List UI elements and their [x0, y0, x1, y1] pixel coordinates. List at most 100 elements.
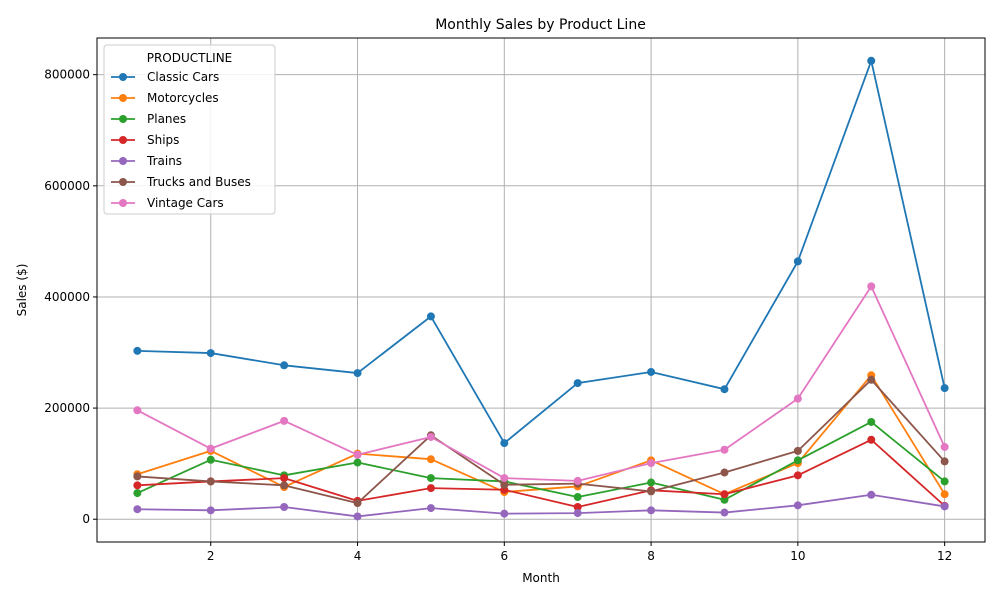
legend-marker [119, 178, 127, 186]
legend-marker [119, 94, 127, 102]
x-tick-label: 8 [647, 549, 655, 563]
legend-title: PRODUCTLINE [147, 51, 233, 65]
data-point-trains [353, 512, 362, 521]
data-point-planes [940, 477, 949, 486]
y-tick-label: 800000 [44, 68, 90, 82]
data-point-trains [647, 506, 656, 515]
data-point-vintage-cars [573, 476, 582, 485]
legend-label: Vintage Cars [147, 196, 224, 210]
legend-item-trucks-and-buses: Trucks and Buses [111, 175, 251, 189]
series-line-vintage-cars [136, 285, 946, 482]
data-point-planes [206, 455, 215, 464]
data-point-classic-cars [280, 361, 289, 370]
data-point-classic-cars [940, 384, 949, 393]
y-tick-label: 400000 [44, 290, 90, 304]
data-point-vintage-cars [206, 444, 215, 453]
series-classic-cars [133, 56, 949, 448]
data-point-vintage-cars [867, 282, 876, 291]
data-point-planes [426, 474, 435, 483]
data-point-classic-cars [206, 349, 215, 358]
data-point-trains [940, 502, 949, 511]
data-point-trains [280, 502, 289, 511]
y-tick-label: 200000 [44, 401, 90, 415]
series-layer [133, 56, 949, 521]
y-axis-title: Sales ($) [15, 264, 29, 317]
legend-item-trains: Trains [111, 154, 182, 168]
legend-marker [119, 157, 127, 165]
data-point-ships [793, 471, 802, 480]
legend-marker [119, 115, 127, 123]
data-point-planes [647, 478, 656, 487]
data-point-ships [426, 484, 435, 493]
legend-label: Classic Cars [147, 70, 219, 84]
legend-marker [119, 136, 127, 144]
series-vintage-cars [133, 282, 949, 485]
series-trucks-and-buses [133, 375, 949, 508]
data-point-vintage-cars [426, 432, 435, 441]
legend-label: Trucks and Buses [146, 175, 251, 189]
legend-item-planes: Planes [111, 112, 186, 126]
data-point-classic-cars [133, 346, 142, 355]
data-point-ships [867, 435, 876, 444]
series-line-planes [136, 421, 946, 501]
legend-label: Motorcycles [147, 91, 219, 105]
legend-item-vintage-cars: Vintage Cars [111, 196, 224, 210]
legend: PRODUCTLINE Classic Cars Motorcycles Plane… [103, 44, 276, 215]
data-point-trucks-and-buses [133, 472, 142, 481]
series-line-motorcycles [137, 374, 946, 496]
series-line-trains [137, 493, 945, 518]
legend-item-ships: Ships [111, 133, 179, 147]
x-tick-label: 4 [354, 549, 362, 563]
data-point-trucks-and-buses [647, 487, 656, 496]
data-point-trains [793, 501, 802, 510]
data-point-planes [573, 492, 582, 501]
series-trains [133, 490, 949, 521]
legend-marker [119, 73, 127, 81]
legend-box [103, 44, 276, 215]
data-point-trains [573, 509, 582, 518]
data-point-classic-cars [573, 379, 582, 388]
plot-area-frame [96, 37, 986, 543]
data-point-vintage-cars [280, 416, 289, 425]
data-point-vintage-cars [353, 450, 362, 459]
data-point-trucks-and-buses [867, 375, 876, 384]
data-point-vintage-cars [793, 394, 802, 403]
legend-item-motorcycles: Motorcycles [111, 91, 219, 105]
data-point-trucks-and-buses [793, 446, 802, 455]
data-point-planes [133, 489, 142, 498]
data-point-vintage-cars [500, 474, 509, 483]
legend-label: Trains [146, 154, 182, 168]
data-point-motorcycles [940, 490, 949, 499]
y-tick-label: 0 [82, 512, 90, 526]
data-point-classic-cars [720, 385, 729, 394]
data-point-planes [353, 458, 362, 467]
data-point-ships [133, 481, 142, 490]
data-point-trains [206, 506, 215, 515]
data-point-classic-cars [426, 312, 435, 321]
legend-marker [119, 199, 127, 207]
axis-ticks: 2 4 6 8 10 12 0 200000 400000 600000 800000 [44, 68, 952, 563]
x-axis-title: Month [522, 571, 560, 585]
x-tick-label: 12 [937, 549, 952, 563]
series-planes [133, 417, 949, 504]
data-point-classic-cars [793, 257, 802, 266]
data-point-trains [500, 509, 509, 518]
y-tick-label: 600000 [44, 179, 90, 193]
data-point-trucks-and-buses [500, 480, 509, 489]
data-point-vintage-cars [133, 406, 142, 415]
data-point-trains [426, 504, 435, 513]
data-point-trucks-and-buses [353, 499, 362, 508]
data-point-trains [867, 490, 876, 499]
data-point-classic-cars [867, 56, 876, 65]
data-point-planes [793, 456, 802, 465]
data-point-vintage-cars [940, 442, 949, 451]
series-line-trucks-and-buses [137, 378, 946, 505]
data-point-vintage-cars [647, 459, 656, 468]
data-point-ships [573, 502, 582, 511]
legend-item-classic-cars: Classic Cars [111, 70, 219, 84]
data-point-classic-cars [500, 439, 509, 448]
chart-title: Monthly Sales by Product Line [435, 17, 646, 33]
data-point-trucks-and-buses [280, 481, 289, 490]
legend-label: Ships [147, 133, 179, 147]
data-point-trucks-and-buses [720, 468, 729, 477]
